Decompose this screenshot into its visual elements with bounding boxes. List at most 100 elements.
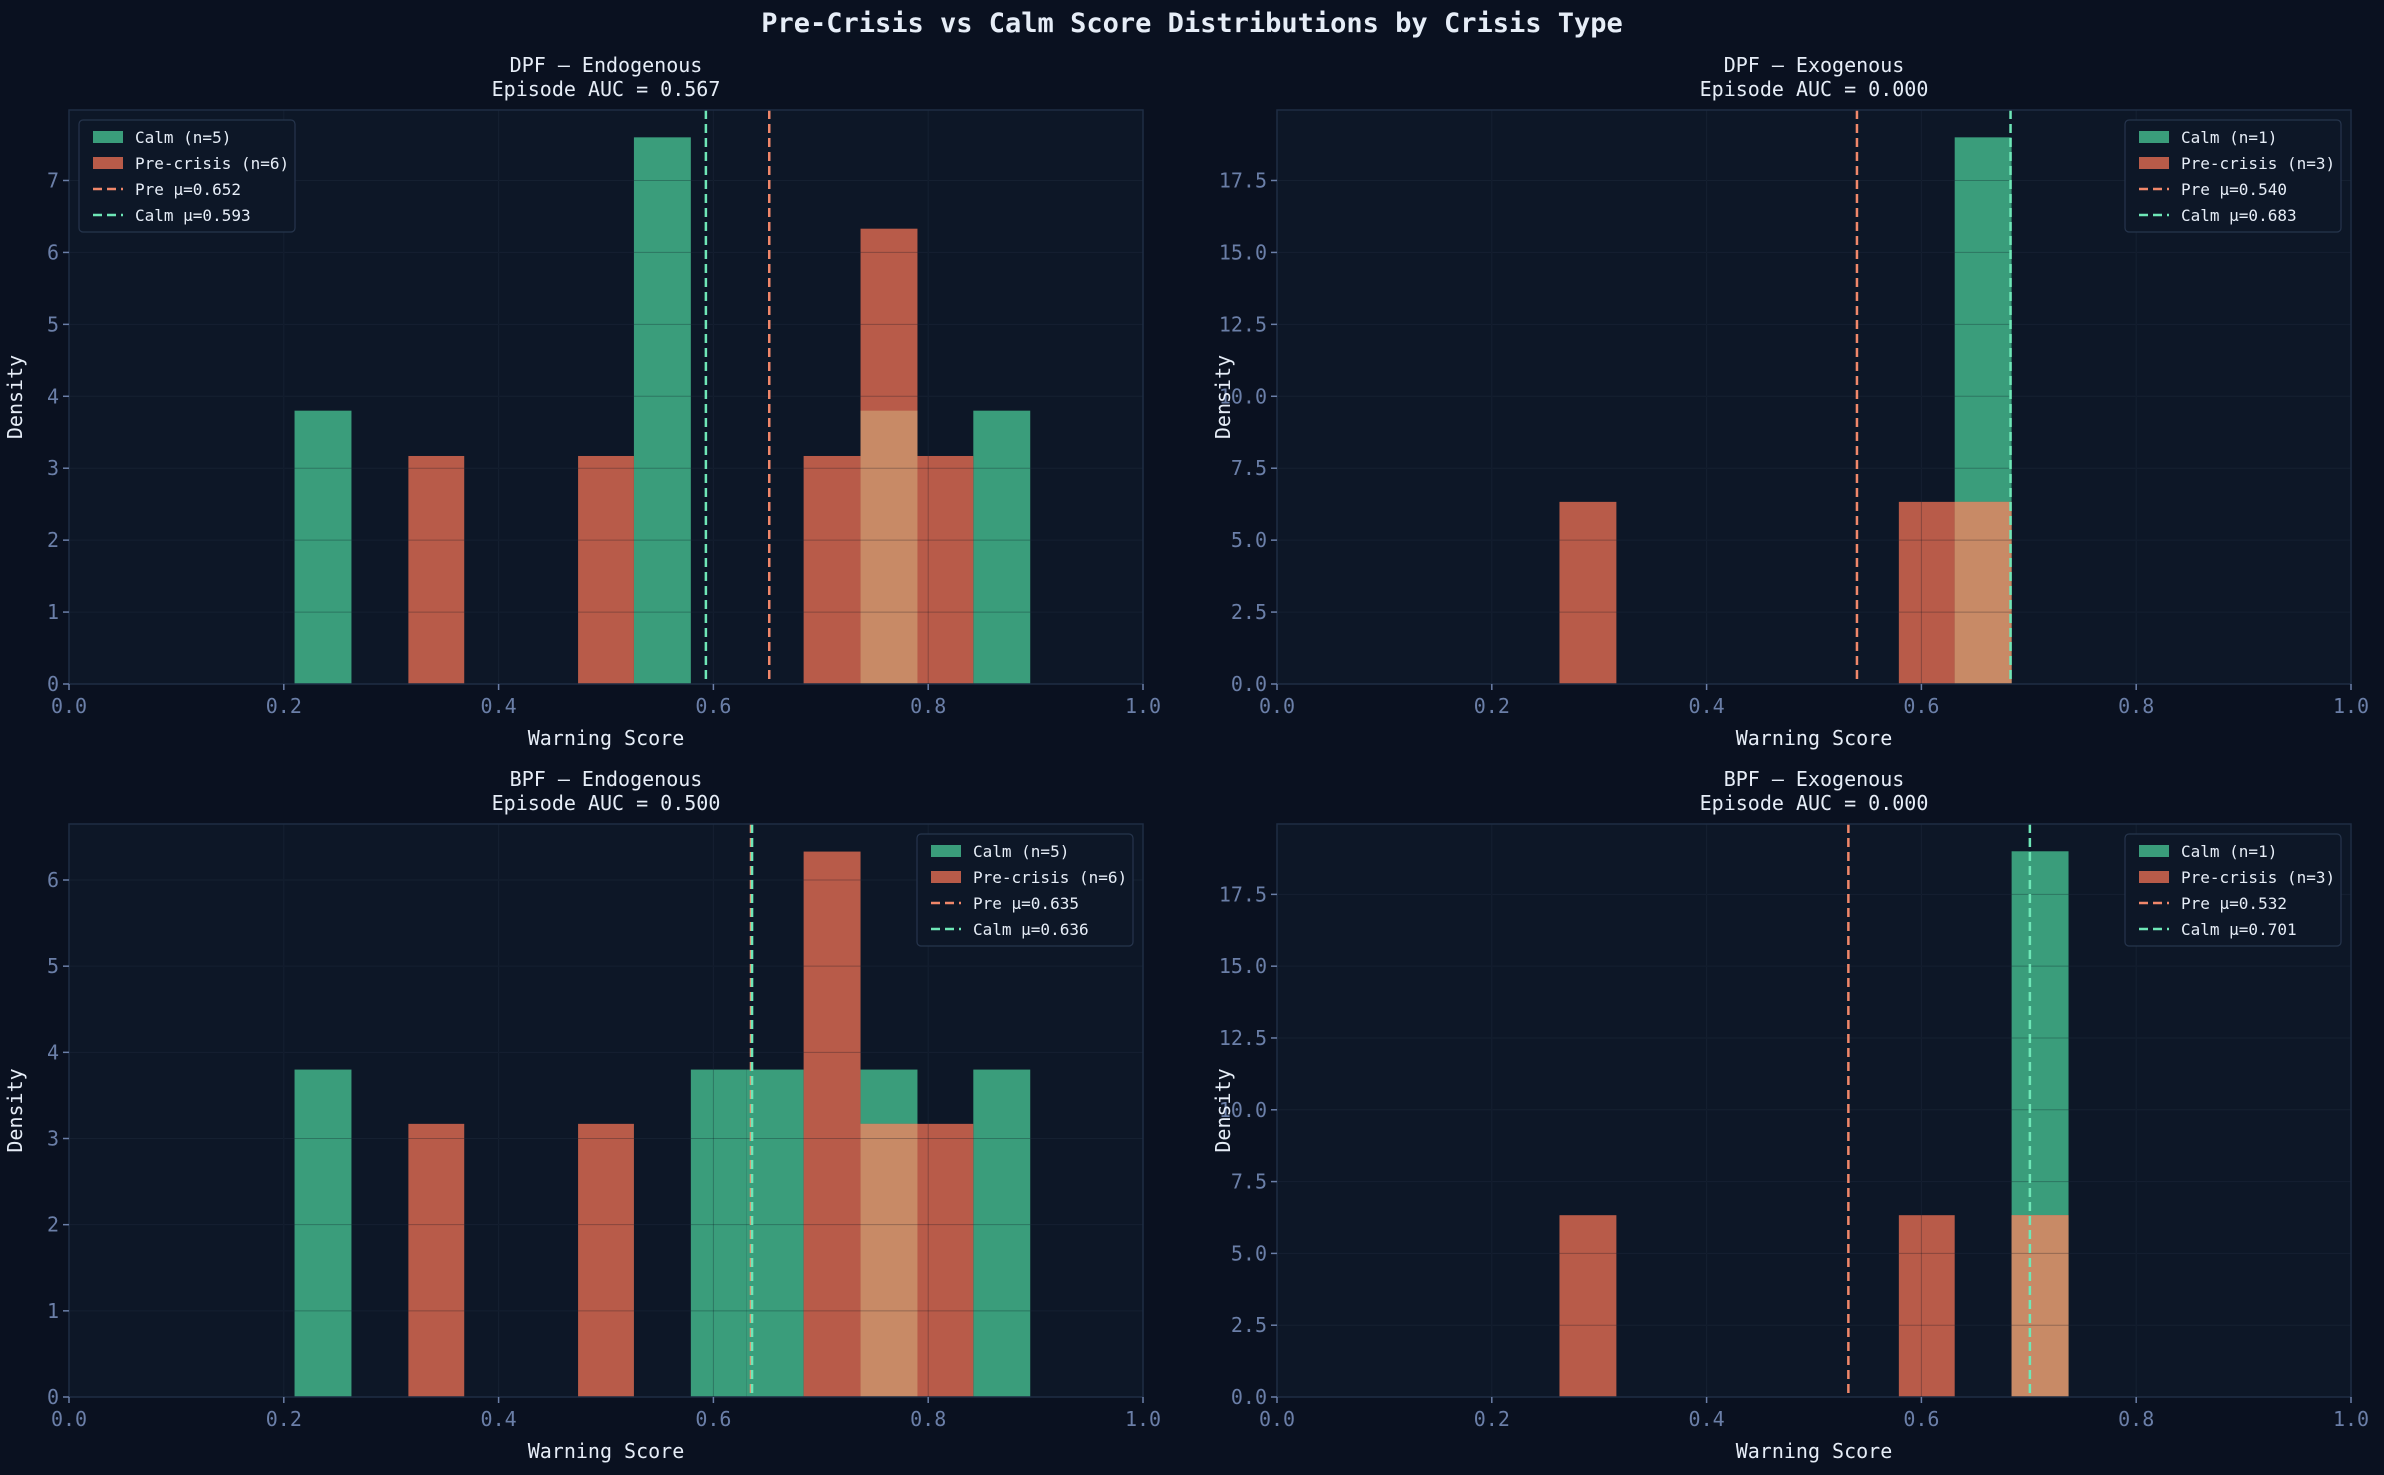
calm-bar (746, 1069, 804, 1397)
precrisis-bar (1559, 1215, 1617, 1397)
precrisis-bar (1898, 1215, 1955, 1397)
chart-panel-4: 0.0 0.2 0.4 0.6 0.8 1.0 0.0 2.5 5.0 7.5 10.0 12.5 15… (1211, 767, 2369, 1463)
precrisis-bar (578, 455, 634, 684)
x-tick-label: 0.2 (266, 1407, 302, 1431)
overlap-bar (860, 1123, 918, 1397)
legend-box (78, 119, 296, 233)
legend-calm-swatch (93, 131, 123, 143)
legend-precrisis-swatch (931, 871, 961, 883)
calm-bar (973, 410, 1031, 684)
y-axis-label: Density (3, 1068, 27, 1152)
plot-frame (68, 823, 1144, 1398)
y-tick-label: 1 (47, 1299, 59, 1323)
precrisis-bar (917, 1123, 974, 1397)
legend-box (916, 833, 1134, 947)
chart-panel-2: 0.0 0.2 0.4 0.6 0.8 1.0 0.0 2.5 5.0 7.5 10.0 12.5 15… (1211, 53, 2369, 750)
x-tick-label: 1.0 (2333, 694, 2369, 718)
y-tick-label: 10.0 (1219, 1098, 1267, 1122)
legend: Calm (n=5) Pre-crisis (n=6) Pre μ=0.652 Cal… (78, 119, 296, 233)
panel-title: DPF — Endogenous (510, 53, 703, 77)
y-tick-label: 6 (47, 868, 59, 892)
chart-panel-1: 0.0 0.2 0.4 0.6 0.8 1.0 0 1 2 3 4 5 6 7 DPF — Endogeno… (3, 53, 1161, 750)
legend-calm-swatch (2139, 845, 2169, 857)
calm-bar (633, 137, 691, 685)
overlap-bar (1954, 501, 2012, 684)
x-tick-label: 0.6 (1903, 1407, 1939, 1431)
y-tick-label: 2 (47, 1213, 59, 1237)
legend: Calm (n=1) Pre-crisis (n=3) Pre μ=0.532 Cal… (2124, 833, 2342, 947)
panel-title: DPF — Exogenous (1724, 53, 1905, 77)
precrisis-bar (917, 455, 974, 684)
y-tick-label: 4 (47, 1040, 59, 1064)
y-tick-label: 5.0 (1231, 528, 1267, 552)
y-tick-label: 0.0 (1231, 672, 1267, 696)
precrisis-bar (1898, 501, 1955, 684)
y-tick-label: 2.5 (1231, 1313, 1267, 1337)
legend-entry-label: Calm μ=0.683 (2181, 206, 2297, 225)
y-tick-label: 5 (47, 954, 59, 978)
y-tick-label: 3 (47, 456, 59, 480)
y-tick-label: 0 (47, 672, 59, 696)
precrisis-bar (408, 1123, 465, 1397)
y-tick-label: 2.5 (1231, 600, 1267, 624)
legend-entry-label: Calm μ=0.636 (973, 920, 1089, 939)
x-tick-label: 0.0 (51, 1407, 87, 1431)
legend-calm-swatch (2139, 131, 2169, 143)
x-axis-label: Warning Score (528, 1439, 685, 1463)
x-tick-label: 0.4 (1689, 694, 1725, 718)
y-tick-label: 0.0 (1231, 1385, 1267, 1409)
panel-subtitle: Episode AUC = 0.000 (1700, 791, 1929, 815)
y-tick-label: 15.0 (1219, 240, 1267, 264)
precrisis-bar (408, 455, 465, 684)
y-tick-label: 15.0 (1219, 954, 1267, 978)
legend-precrisis-swatch (2139, 157, 2169, 169)
x-tick-label: 1.0 (2333, 1407, 2369, 1431)
x-tick-label: 0.0 (1259, 694, 1295, 718)
x-tick-label: 0.2 (266, 694, 302, 718)
y-tick-label: 17.5 (1219, 882, 1267, 906)
y-axis-label: Density (1211, 1068, 1235, 1152)
y-tick-label: 4 (47, 384, 59, 408)
x-axis-label: Warning Score (528, 726, 685, 750)
calm-bar (294, 1069, 352, 1397)
y-tick-label: 17.5 (1219, 168, 1267, 192)
x-tick-label: 1.0 (1125, 694, 1161, 718)
calm-bar (973, 1069, 1031, 1397)
y-tick-label: 1 (47, 600, 59, 624)
x-tick-label: 0.8 (2118, 1407, 2154, 1431)
x-tick-label: 1.0 (1125, 1407, 1161, 1431)
x-tick-label: 0.6 (695, 1407, 731, 1431)
y-axis-label: Density (3, 355, 27, 439)
x-tick-label: 0.8 (910, 1407, 946, 1431)
legend-entry-label: Calm μ=0.701 (2181, 920, 2297, 939)
x-tick-label: 0.8 (910, 694, 946, 718)
panel-subtitle: Episode AUC = 0.567 (492, 77, 721, 101)
y-tick-label: 12.5 (1219, 312, 1267, 336)
legend-precrisis-swatch (2139, 871, 2169, 883)
y-tick-label: 7 (47, 168, 59, 192)
y-tick-label: 0 (47, 1385, 59, 1409)
x-tick-label: 0.2 (1474, 1407, 1510, 1431)
legend-entry-label: Calm (n=5) (135, 128, 231, 147)
legend-entry-label: Calm (n=5) (973, 842, 1069, 861)
y-tick-label: 5 (47, 312, 59, 336)
x-tick-label: 0.4 (481, 694, 517, 718)
y-tick-label: 10.0 (1219, 384, 1267, 408)
figure-title: Pre-Crisis vs Calm Score Distributions b… (761, 8, 1623, 39)
x-tick-label: 0.0 (1259, 1407, 1295, 1431)
y-tick-label: 2 (47, 528, 59, 552)
y-axis-label: Density (1211, 355, 1235, 439)
legend: Calm (n=5) Pre-crisis (n=6) Pre μ=0.635 Cal… (916, 833, 1134, 947)
legend-entry-label: Pre μ=0.635 (973, 894, 1079, 913)
legend-entry-label: Pre-crisis (n=3) (2181, 868, 2335, 887)
legend-entry-label: Calm μ=0.593 (135, 206, 251, 225)
y-tick-label: 6 (47, 240, 59, 264)
precrisis-bar (1559, 501, 1617, 684)
calm-bar (690, 1069, 747, 1397)
legend-precrisis-swatch (93, 157, 123, 169)
x-tick-label: 0.0 (51, 694, 87, 718)
x-tick-label: 0.8 (2118, 694, 2154, 718)
legend-entry-label: Pre-crisis (n=3) (2181, 154, 2335, 173)
overlap-bar (860, 410, 918, 684)
